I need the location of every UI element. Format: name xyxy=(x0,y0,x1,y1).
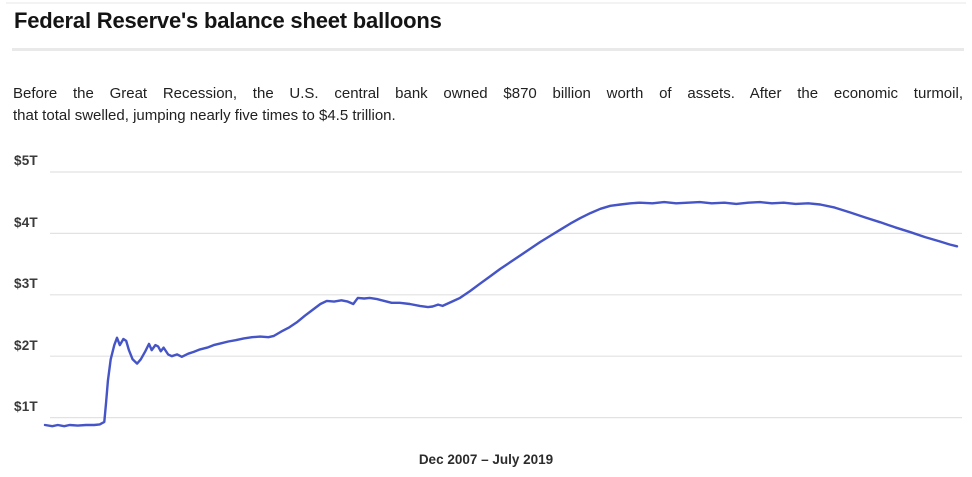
y-axis-tick-label: $1T xyxy=(14,399,38,414)
data-series-line xyxy=(43,200,959,428)
x-axis-range-label: Dec 2007 – July 2019 xyxy=(418,452,554,467)
chart-title: Federal Reserve's balance sheet balloons xyxy=(14,8,442,33)
chart-subtitle: Before the Great Recession, the U.S. cen… xyxy=(13,83,963,127)
y-axis-tick-label: $4T xyxy=(14,215,38,230)
subtitle-line-1: Before the Great Recession, the U.S. cen… xyxy=(13,85,963,102)
title-divider xyxy=(12,48,964,51)
subtitle-line-2: that total swelled, jumping nearly five … xyxy=(13,107,396,124)
y-axis-tick-label: $5T xyxy=(14,153,38,168)
y-axis-tick-label: $3T xyxy=(14,276,38,291)
y-axis-tick-label: $2T xyxy=(14,338,38,353)
top-divider xyxy=(6,2,966,4)
